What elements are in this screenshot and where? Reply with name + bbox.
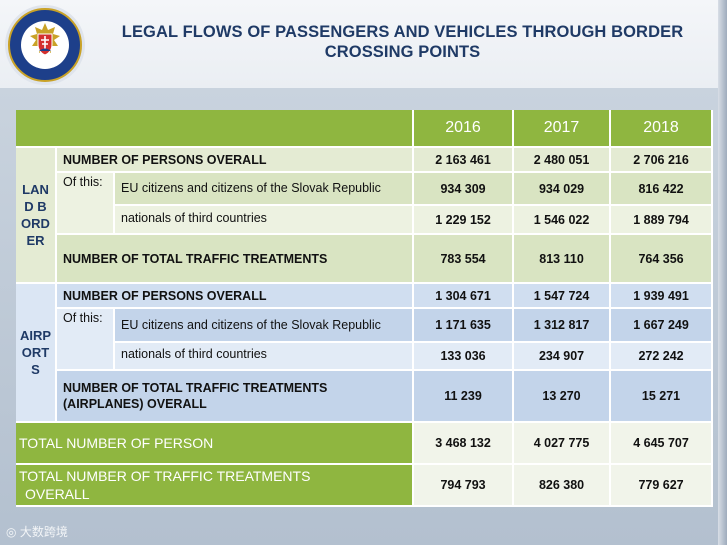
watermark-text: 大数跨境 [19,525,68,539]
table-cell: 3 468 132 [414,423,515,465]
table-cell: 1 229 152 [414,206,515,235]
table-cell: 813 110 [514,235,612,284]
row-label: NUMBER OF TOTAL TRAFFIC TREATMENTS (AIRP… [57,371,415,423]
page-title: LEGAL FLOWS OF PASSENGERS AND VEHICLES T… [121,23,684,61]
table-cell: 272 242 [611,343,714,371]
table-cell: 2 706 216 [611,148,714,173]
table-cell: 934 029 [514,173,612,206]
table-cell: 2 163 461 [414,148,515,173]
total-persons-row: TOTAL NUMBER OF PERSON 3 468 132 4 027 7… [16,423,714,465]
table-cell: 15 271 [611,371,714,423]
table-cell: 764 356 [611,235,714,284]
table-row: NUMBER OF TOTAL TRAFFIC TREATMENTS 783 5… [16,235,714,284]
table-cell: 1 889 794 [611,206,714,235]
table-cell: 1 312 817 [514,309,612,343]
table-cell: 816 422 [611,173,714,206]
table-cell: 779 627 [611,465,714,507]
table-cell: 133 036 [414,343,515,371]
watermark: ◎ 大数跨境 [6,523,68,540]
table-cell: 4 027 775 [514,423,612,465]
row-label: TOTAL NUMBER OF PERSON [16,423,415,465]
table-row: LAND BORDER NUMBER OF PERSONS OVERALL 2 … [16,148,714,284]
row-label: nationals of third countries [115,206,415,235]
table-cell: 1 304 671 [414,284,515,309]
land-border-label: LAND BORDER [16,148,57,284]
of-this-label: Of this: [57,173,115,235]
table-row: NUMBER OF TOTAL TRAFFIC TREATMENTS (AIRP… [16,371,714,423]
table-row: nationals of third countries 1 229 152 1… [16,206,714,235]
table-cell: 234 907 [514,343,612,371]
table-row: Of this: EU citizens and citizens of the… [16,309,714,371]
table-cell: 1 547 724 [514,284,612,309]
table-cell: 2 480 051 [514,148,612,173]
table-cell: 1 939 491 [611,284,714,309]
row-label: nationals of third countries [115,343,415,371]
table-cell: 826 380 [514,465,612,507]
table-cell: 4 645 707 [611,423,714,465]
table-row: Of this: EU citizens and citizens of the… [16,173,714,235]
table-cell: 1 171 635 [414,309,515,343]
row-label: TOTAL NUMBER OF TRAFFIC TREATMENTS OVERA… [16,465,415,507]
title-band [0,0,727,100]
row-label: EU citizens and citizens of the Slovak R… [115,173,415,206]
year-header: 2018 [611,110,714,148]
police-emblem-icon [5,5,85,85]
row-label: EU citizens and citizens of the Slovak R… [115,309,415,343]
of-this-label: Of this: [57,309,115,371]
table-cell: 1 546 022 [514,206,612,235]
table-cell: 13 270 [514,371,612,423]
table-cell: 794 793 [414,465,515,507]
airports-label: AIRPORTS [16,284,57,423]
header-blank-cell [16,110,415,148]
table-row: AIRPORTS NUMBER OF PERSONS OVERALL 1 304… [16,284,714,423]
row-label: NUMBER OF PERSONS OVERALL [57,284,415,309]
border-flows-table: 2016 2017 2018 LAND BORDER NUMBER OF PER… [16,110,714,507]
year-header: 2017 [514,110,612,148]
slide-edge [718,0,727,545]
year-header: 2016 [414,110,515,148]
table-cell: 934 309 [414,173,515,206]
watermark-logo-icon: ◎ [6,525,17,539]
row-label: NUMBER OF PERSONS OVERALL [57,148,415,173]
table-cell: 11 239 [414,371,515,423]
total-traffic-row: TOTAL NUMBER OF TRAFFIC TREATMENTS OVERA… [16,465,714,507]
row-label: NUMBER OF TOTAL TRAFFIC TREATMENTS [57,235,415,284]
table-cell: 783 554 [414,235,515,284]
header-row: 2016 2017 2018 [16,110,714,148]
table-row: nationals of third countries 133 036 234… [16,343,714,371]
table-cell: 1 667 249 [611,309,714,343]
